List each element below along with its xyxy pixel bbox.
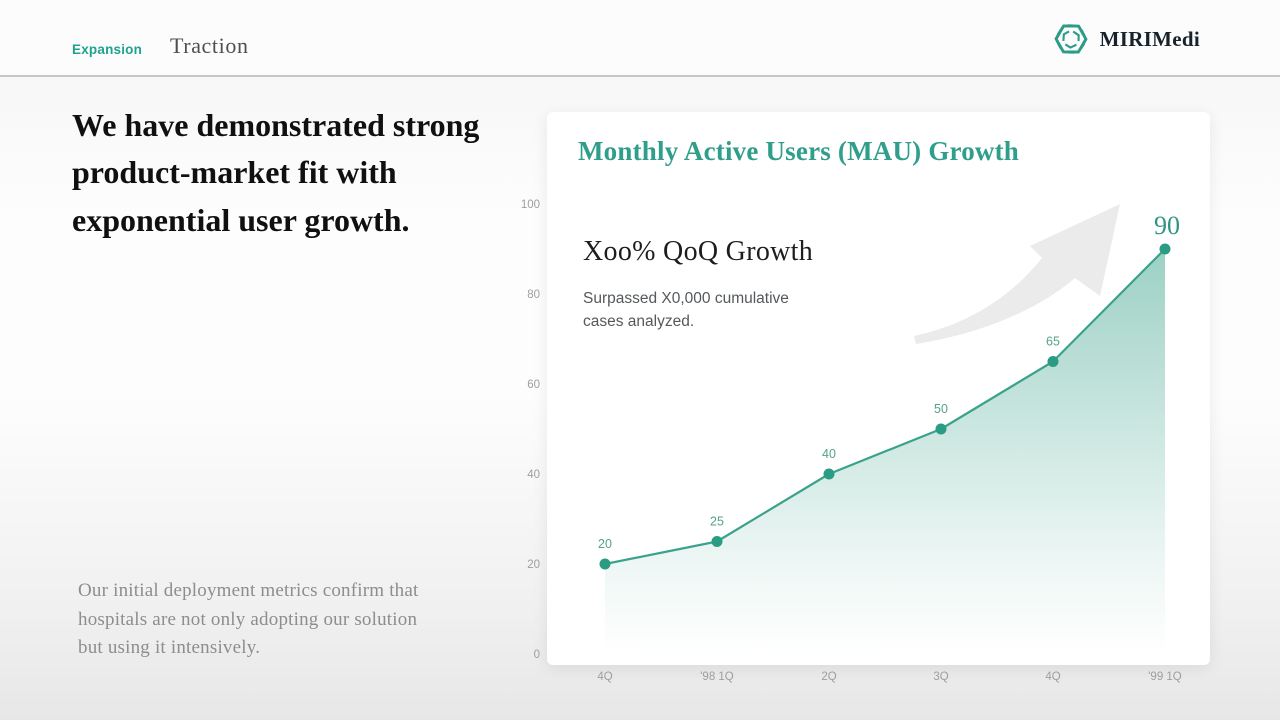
callout-subtitle: Surpassed X0,000 cumulative cases analyz… bbox=[583, 290, 789, 331]
x-tick-label: 3Q bbox=[933, 671, 948, 683]
chart-title: Monthly Active Users (MAU) Growth bbox=[578, 136, 1020, 166]
brand: MIRIMedi bbox=[1052, 20, 1200, 58]
y-tick-label: 100 bbox=[521, 199, 540, 211]
y-tick-label: 40 bbox=[527, 469, 540, 481]
x-tick-label: 4Q bbox=[597, 671, 612, 683]
page-title: Traction bbox=[170, 33, 249, 58]
y-tick-label: 80 bbox=[527, 289, 540, 301]
y-tick-label: 0 bbox=[534, 649, 540, 661]
x-tick-label: '99 1Q bbox=[1148, 671, 1182, 683]
chart-card bbox=[547, 112, 1210, 665]
y-tick-label: 60 bbox=[527, 379, 540, 391]
supporting-note: Our initial deployment metrics confirm t… bbox=[78, 580, 419, 658]
brand-logo-icon bbox=[1054, 24, 1088, 54]
y-tick-label: 20 bbox=[527, 559, 540, 571]
x-tick-label: '98 1Q bbox=[700, 671, 734, 683]
brand-name: MIRIMedi bbox=[1099, 26, 1200, 51]
x-tick-label: 2Q bbox=[821, 671, 836, 683]
callout-title: Xoo% QoQ Growth bbox=[583, 236, 814, 267]
headline: We have demonstrated strong product-mark… bbox=[72, 107, 480, 238]
header-bar: Expansion Traction MIRIMed bbox=[0, 0, 1280, 77]
x-tick-label: 4Q bbox=[1045, 671, 1060, 683]
section-label: Expansion bbox=[72, 42, 143, 57]
